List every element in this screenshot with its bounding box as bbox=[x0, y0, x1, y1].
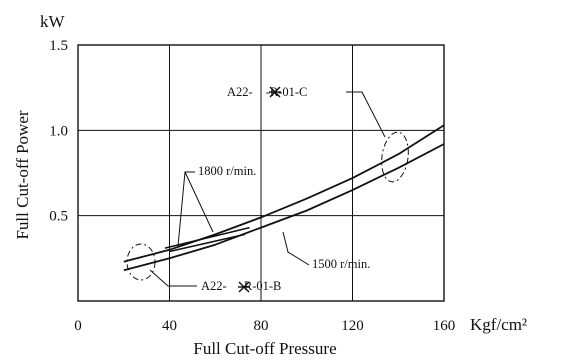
x-tick-label: 80 bbox=[254, 318, 269, 334]
highlight-ellipse-b bbox=[126, 243, 156, 281]
leader-1500 bbox=[282, 231, 310, 266]
x-tick-label: 120 bbox=[341, 318, 364, 334]
annotation-1500: 1500 r/min. bbox=[312, 257, 370, 271]
cross-icon bbox=[238, 281, 250, 293]
x-unit-label: Kgf/cm² bbox=[470, 315, 527, 334]
x-axis-title: Full Cut-off Pressure bbox=[193, 339, 336, 358]
series-lines bbox=[123, 124, 445, 272]
x-tick-label: 40 bbox=[162, 318, 177, 334]
annotation-1800: 1800 r/min. bbox=[198, 164, 256, 178]
annotation-model-c: A22- -R-01-C bbox=[227, 85, 307, 99]
y-axis-title: Full Cut-off Power bbox=[13, 110, 32, 239]
series-line bbox=[123, 124, 445, 263]
y-tick-label: 1.5 bbox=[49, 38, 68, 54]
series-line bbox=[169, 233, 246, 253]
leader-model-c bbox=[346, 91, 386, 138]
x-tick-label: 0 bbox=[74, 318, 82, 334]
highlight-ellipse-c bbox=[381, 131, 409, 183]
tick-labels: 0 40 80 120 160 0.5 1.0 1.5 bbox=[49, 38, 455, 334]
leader-1800 bbox=[177, 171, 195, 247]
series-line bbox=[123, 143, 445, 272]
plot-frame bbox=[77, 44, 445, 302]
x-tick-label: 160 bbox=[433, 318, 456, 334]
leader-model-b bbox=[149, 269, 197, 287]
series-line bbox=[164, 226, 250, 249]
leader-1800-b bbox=[184, 171, 214, 233]
y-unit-label: kW bbox=[40, 12, 66, 31]
y-tick-label: 1.0 bbox=[49, 123, 68, 139]
annotation-model-b: A22- -R-01-B bbox=[201, 279, 281, 293]
cross-icon bbox=[269, 86, 281, 98]
y-tick-label: 0.5 bbox=[49, 209, 68, 225]
